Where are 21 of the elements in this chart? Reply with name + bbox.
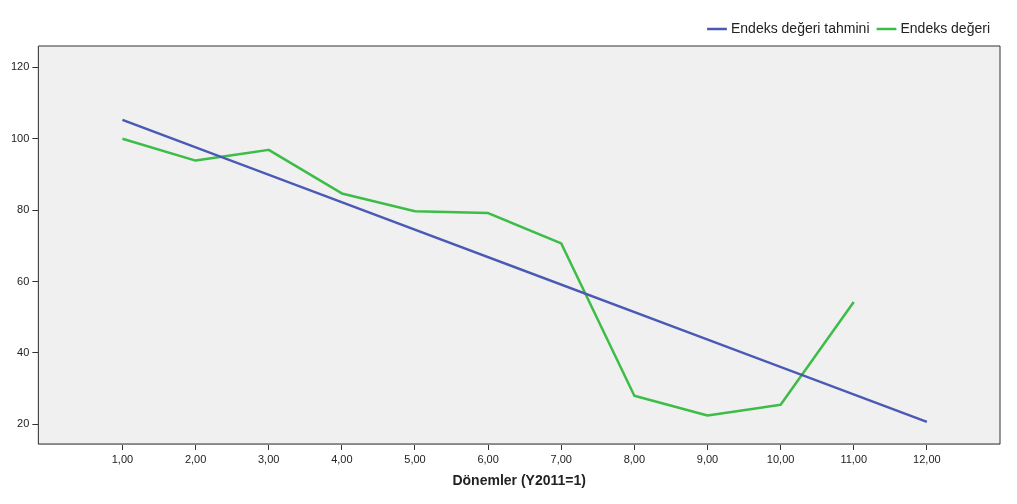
y-tick-label: 80: [17, 203, 30, 216]
x-tick-label: 2,00: [184, 452, 207, 465]
x-tick-label: 4,00: [331, 452, 353, 465]
x-tick-label: 10,00: [766, 452, 795, 465]
legend-label: Endeks değeri tahmini: [730, 19, 870, 36]
x-tick-label: 9,00: [696, 452, 719, 465]
x-tick-label: 5,00: [404, 452, 426, 465]
y-tick-label: 40: [17, 346, 30, 359]
y-tick-label: 20: [17, 417, 30, 430]
legend-label: Endeks değeri: [900, 19, 991, 36]
x-tick-label: 6,00: [477, 452, 499, 465]
x-tick-label: 12,00: [913, 452, 941, 465]
x-tick-label: 7,00: [550, 452, 572, 465]
x-tick-label: 3,00: [258, 452, 280, 465]
x-tick-label: 8,00: [623, 452, 646, 465]
x-tick-label: 1,00: [111, 452, 134, 465]
y-tick-label: 120: [10, 60, 30, 73]
x-tick-label: 11,00: [840, 452, 868, 465]
y-tick-label: 60: [17, 274, 30, 287]
x-axis-title: Dönemler (Y2011=1): [452, 472, 586, 489]
y-tick-label: 100: [10, 131, 30, 144]
